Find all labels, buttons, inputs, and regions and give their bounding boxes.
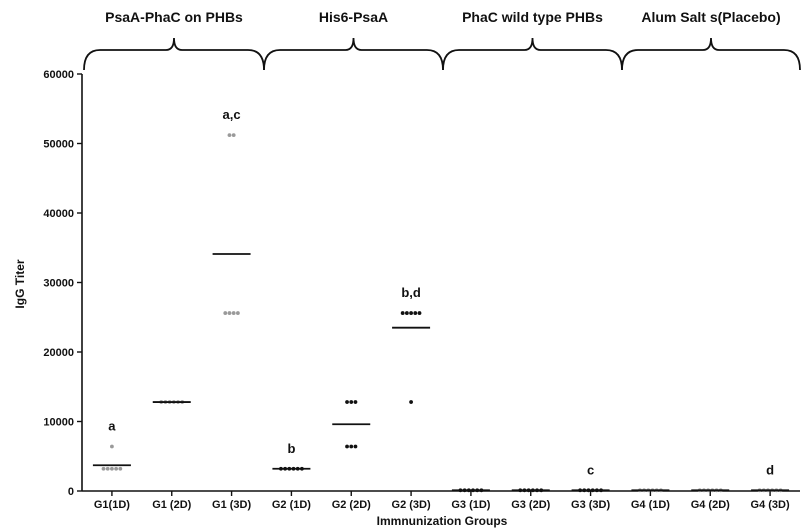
- x-axis-ticks: G1(1D) G1 (2D) G1 (3D) G2 (1D) G2 (2D) G2 (3D…: [94, 491, 790, 511]
- data-point: [409, 400, 413, 404]
- group-brace: [263, 37, 444, 71]
- data-point: [409, 311, 413, 315]
- data-point: [227, 311, 232, 315]
- group-label: His6-PsaA: [319, 9, 388, 25]
- x-tick-label: G4 (2D): [691, 499, 730, 511]
- data-point: [413, 311, 418, 315]
- data-point: [345, 444, 349, 449]
- y-tick-label: 30000: [43, 278, 74, 290]
- data-point: [227, 133, 232, 138]
- group-brace: [83, 37, 265, 71]
- data-point: [114, 466, 119, 471]
- x-tick-label: G3 (1D): [451, 499, 490, 511]
- group-label: Alum Salt s(Placebo): [641, 9, 780, 25]
- data-point: [349, 400, 354, 404]
- x-tick-label: G1 (2D): [152, 499, 191, 511]
- data-point: [417, 311, 422, 315]
- x-tick-label: G3 (3D): [571, 499, 610, 511]
- x-tick-label: G3 (2D): [511, 499, 550, 511]
- data-point: [400, 311, 405, 315]
- mean-lines: [92, 253, 790, 492]
- significance-annotation: b,d: [401, 285, 421, 300]
- y-tick-label: 10000: [43, 417, 74, 429]
- data-point: [118, 466, 123, 471]
- data-point: [101, 466, 106, 471]
- y-tick-label: 60000: [43, 69, 74, 81]
- data-point: [231, 133, 236, 138]
- data-point: [105, 466, 110, 471]
- group-brace: [442, 37, 623, 71]
- significance-annotation: d: [766, 462, 774, 477]
- data-point: [110, 444, 114, 449]
- significance-annotation: a,c: [223, 107, 241, 122]
- axes: [81, 74, 800, 492]
- x-axis-label: Immnunization Groups: [377, 514, 508, 528]
- x-tick-label: G4 (3D): [751, 499, 790, 511]
- data-point: [345, 400, 349, 404]
- data-point: [353, 444, 358, 449]
- group-label: PsaA-PhaC on PHBs: [105, 9, 243, 25]
- annotations: a a,c b b,d c d: [108, 107, 774, 477]
- x-tick-label: G2 (3D): [392, 499, 431, 511]
- group-braces: [83, 37, 801, 71]
- y-tick-label: 0: [68, 486, 74, 498]
- data-points: [101, 133, 783, 493]
- data-point: [353, 400, 358, 404]
- significance-annotation: a: [108, 419, 116, 434]
- y-axis-label: IgG Titer: [13, 259, 27, 308]
- data-point: [349, 444, 354, 449]
- significance-annotation: b: [287, 441, 295, 456]
- x-tick-label: G2 (1D): [272, 499, 311, 511]
- group-labels: PsaA-PhaC on PHBs His6-PsaA PhaC wild type…: [105, 9, 780, 25]
- data-point: [110, 466, 114, 471]
- group-label: PhaC wild type PHBs: [462, 9, 603, 25]
- data-point: [235, 311, 240, 315]
- x-tick-label: G4 (1D): [631, 499, 670, 511]
- group-brace: [621, 37, 801, 71]
- data-point: [231, 311, 236, 315]
- significance-annotation: c: [587, 462, 594, 477]
- y-tick-label: 40000: [43, 208, 74, 220]
- x-tick-label: G2 (2D): [332, 499, 371, 511]
- x-tick-label: G1(1D): [94, 499, 130, 511]
- data-point: [404, 311, 409, 315]
- data-point: [223, 311, 228, 315]
- y-tick-label: 50000: [43, 139, 74, 151]
- x-tick-label: G1 (3D): [212, 499, 251, 511]
- y-tick-label: 20000: [43, 347, 74, 359]
- y-axis-ticks: 0 10000 20000 30000 40000 50000 60000: [43, 69, 82, 498]
